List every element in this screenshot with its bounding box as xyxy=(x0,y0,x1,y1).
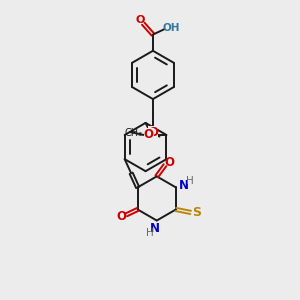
Text: OH: OH xyxy=(163,23,180,33)
Text: H: H xyxy=(185,176,193,186)
Text: N: N xyxy=(150,222,160,235)
Text: O: O xyxy=(164,156,174,169)
Text: S: S xyxy=(192,206,201,219)
Text: O: O xyxy=(144,128,154,142)
Text: O: O xyxy=(148,126,158,139)
Text: N: N xyxy=(179,178,189,191)
Text: H: H xyxy=(146,228,154,238)
Text: O: O xyxy=(117,210,127,223)
Text: O: O xyxy=(136,15,145,25)
Text: CH₃: CH₃ xyxy=(124,128,142,138)
